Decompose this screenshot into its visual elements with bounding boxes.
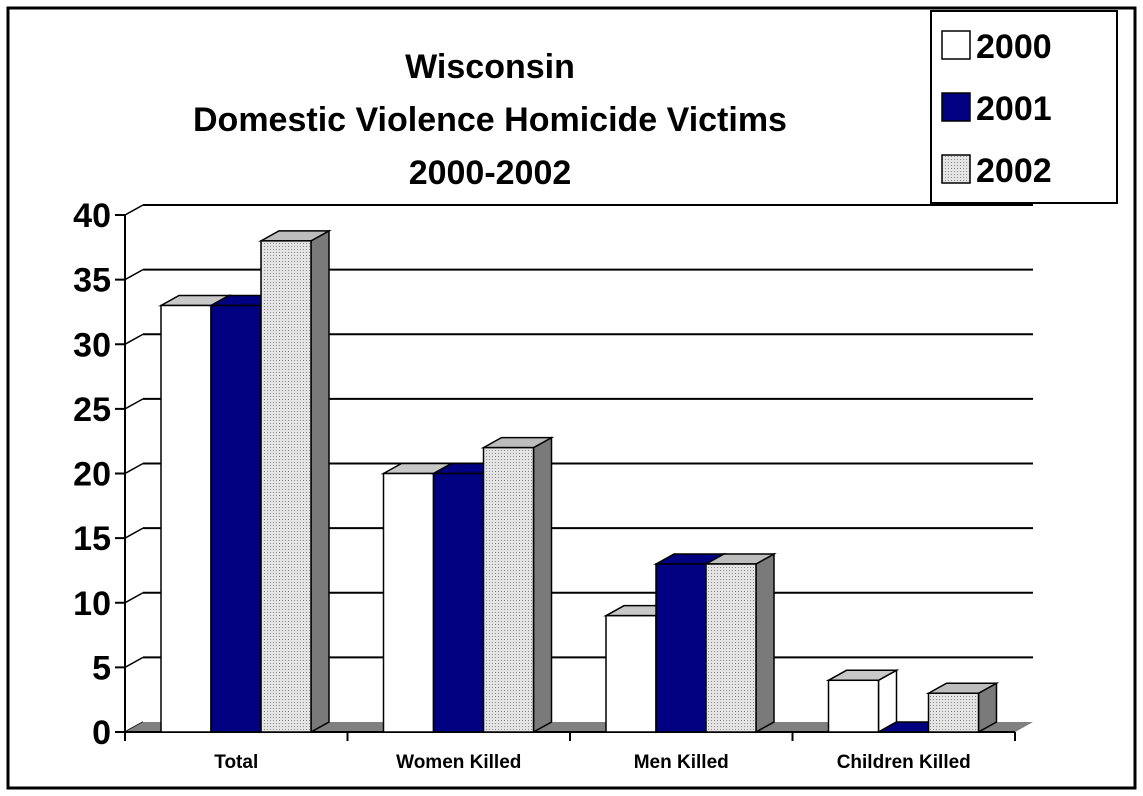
- x-tick-label: Women Killed: [396, 752, 521, 773]
- y-tick-depth: [124, 527, 144, 539]
- bar: [160, 304, 212, 733]
- legend-label: 2002: [976, 152, 1052, 190]
- y-tick-label: 35: [73, 262, 111, 300]
- x-tick-label: Men Killed: [634, 752, 729, 773]
- y-tick-label: 0: [92, 714, 111, 752]
- bar: [210, 304, 262, 733]
- bar: [432, 472, 485, 733]
- bar-side: [532, 436, 553, 734]
- bar: [655, 563, 707, 733]
- plot: 0 5 10 15 20 25 30 35 40 Total Women Killed Men Kil…: [73, 197, 1033, 773]
- y-tick-depth: [124, 592, 144, 604]
- legend-swatch: [941, 92, 971, 122]
- bar: [382, 472, 435, 733]
- bar: [605, 614, 657, 733]
- title: Wisconsin Domestic Violence Homicide Vict…: [193, 48, 787, 192]
- x-tick-label: Total: [214, 752, 258, 773]
- y-tick-depth: [124, 462, 144, 475]
- chart-title: 2000-2002: [409, 154, 572, 192]
- y-tick-label: 15: [73, 520, 111, 558]
- bar: [827, 679, 880, 733]
- bar-side: [310, 229, 330, 734]
- bar: [927, 692, 980, 733]
- legend-label: 2001: [976, 90, 1052, 128]
- legend-swatch: [941, 154, 971, 184]
- x-tick-label: Children Killed: [837, 752, 971, 773]
- legend-swatch: [941, 30, 971, 60]
- bar: [482, 446, 535, 733]
- chart-title: Wisconsin: [405, 48, 575, 86]
- y-tick-depth: [124, 268, 144, 281]
- y-tick-label: 20: [73, 456, 111, 494]
- chart-title: Domestic Violence Homicide Victims: [193, 101, 787, 139]
- y-tick-depth: [124, 333, 144, 345]
- y-tick-depth: [124, 204, 144, 216]
- y-tick-label: 5: [92, 649, 111, 687]
- bar-side: [755, 552, 775, 734]
- floor: [125, 722, 1033, 732]
- y-tick-label: 25: [73, 391, 111, 429]
- y-tick-label: 40: [73, 197, 111, 235]
- y-tick-label: 30: [73, 326, 111, 364]
- legend: 2000 2001 2002: [930, 10, 1118, 204]
- y-tick-depth: [124, 398, 144, 410]
- legend-label: 2000: [976, 28, 1052, 66]
- y-tick-label: 10: [73, 585, 111, 623]
- y-tick-depth: [124, 656, 144, 669]
- bar: [260, 240, 312, 733]
- bar: [705, 563, 757, 733]
